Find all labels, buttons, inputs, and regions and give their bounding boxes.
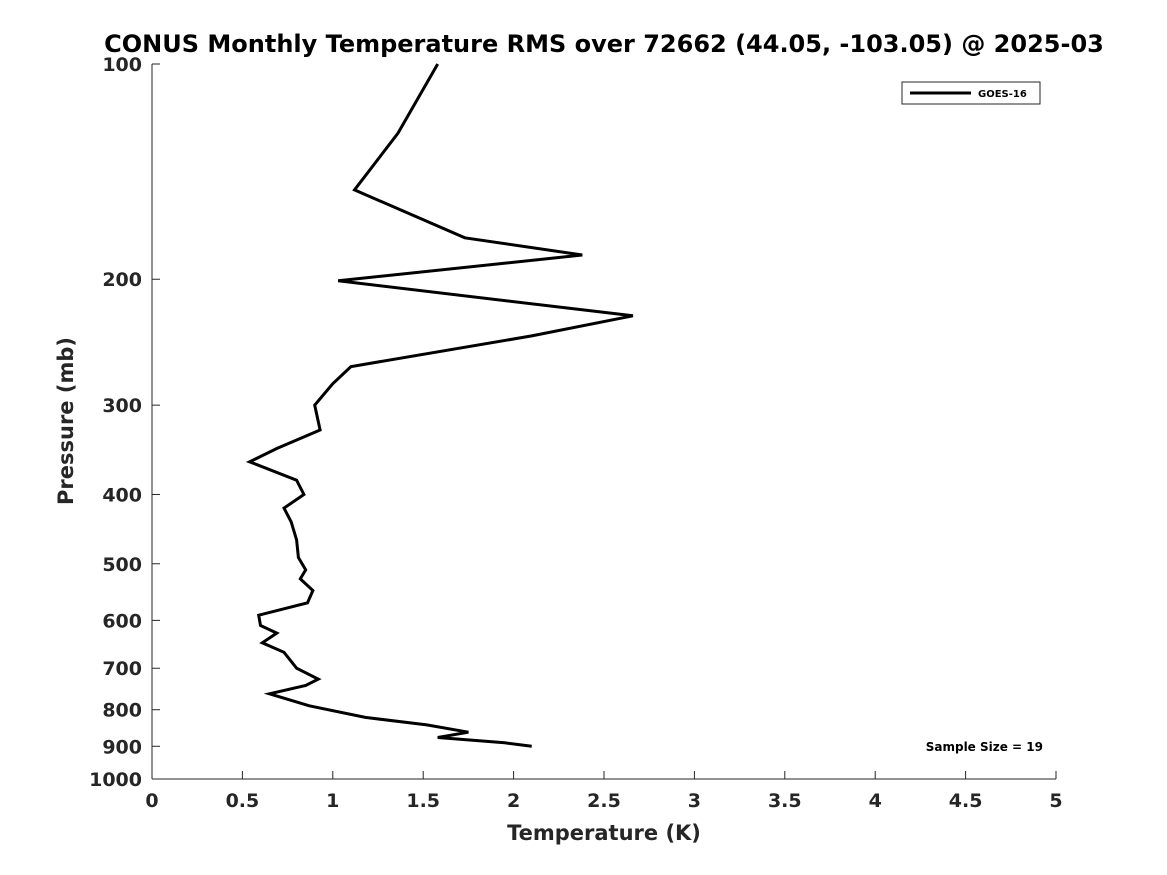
y-tick-label: 600	[102, 610, 142, 632]
y-tick-label: 700	[102, 658, 142, 680]
y-tick-label: 1000	[89, 769, 142, 791]
x-tick-label: 2	[507, 790, 520, 812]
series-line-goes-16	[245, 63, 634, 748]
x-tick-label: 5	[1049, 790, 1062, 812]
y-tick-label: 100	[102, 54, 142, 76]
y-tick-label: 900	[102, 736, 142, 758]
x-tick-label: 1	[326, 790, 339, 812]
x-axis-label: Temperature (K)	[507, 821, 701, 845]
x-ticks: 0 0.5 1 1.5 2 2.5 3 3.5 4 4.5 5	[145, 771, 1063, 812]
x-tick-label: 1.5	[406, 790, 440, 812]
x-tick-label: 2.5	[587, 790, 621, 812]
y-tick-label: 500	[102, 554, 142, 576]
chart-title: CONUS Monthly Temperature RMS over 72662…	[104, 30, 1104, 58]
y-tick-label: 200	[102, 269, 142, 291]
y-tick-label: 300	[102, 395, 142, 417]
y-ticks: 100 200 300 400 500 600 700 800 900 1000	[89, 54, 160, 791]
x-tick-label: 0.5	[226, 790, 260, 812]
legend-label-goes-16: GOES-16	[978, 89, 1027, 100]
x-tick-label: 0	[145, 790, 158, 812]
x-tick-label: 3.5	[768, 790, 802, 812]
legend: GOES-16	[901, 81, 1041, 105]
x-tick-label: 4	[869, 790, 882, 812]
y-axis-label: Pressure (mb)	[54, 337, 78, 505]
x-tick-label: 3	[688, 790, 701, 812]
sample-size-annotation: Sample Size = 19	[926, 740, 1043, 754]
y-tick-label: 800	[102, 700, 142, 722]
x-tick-label: 4.5	[949, 790, 983, 812]
series-layer	[245, 63, 634, 748]
y-tick-label: 400	[102, 484, 142, 506]
